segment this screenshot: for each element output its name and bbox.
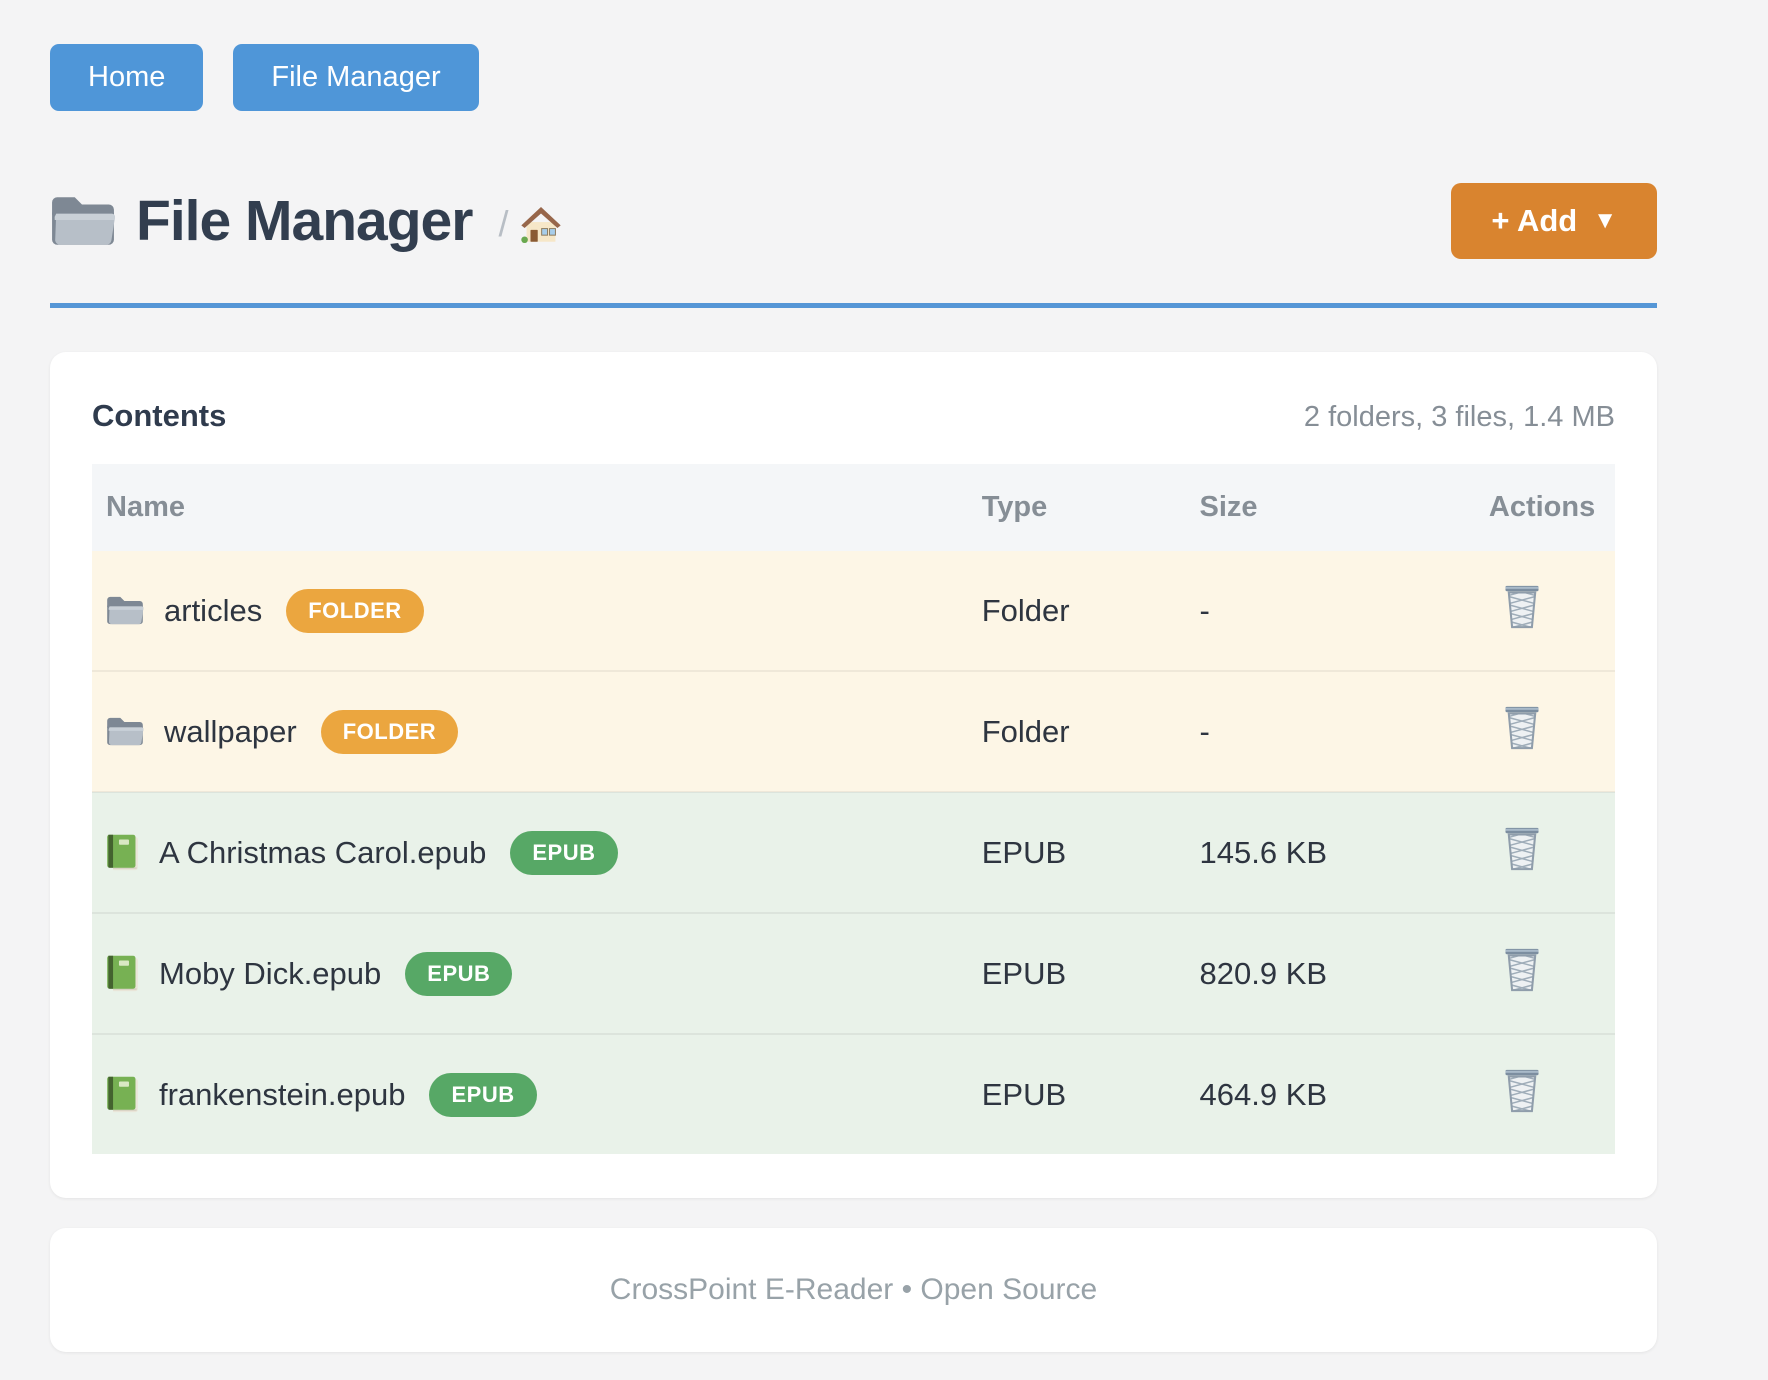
name-cell: wallpaper FOLDER bbox=[92, 670, 968, 792]
delete-button[interactable] bbox=[1503, 705, 1541, 750]
book-icon bbox=[106, 834, 139, 872]
title-group: File Manager / bbox=[50, 188, 562, 254]
footer-card: CrossPoint E-Reader • Open Source bbox=[50, 1228, 1657, 1352]
name-cell-content: A Christmas Carol.epub EPUB bbox=[106, 830, 954, 875]
folder-icon bbox=[50, 192, 116, 250]
file-table-body: articles FOLDER Folder - wallpaper FOLDER Fold… bbox=[92, 551, 1615, 1154]
delete-button[interactable] bbox=[1503, 826, 1541, 871]
actions-cell bbox=[1474, 912, 1615, 1034]
delete-button[interactable] bbox=[1503, 947, 1541, 992]
file-row: articles FOLDER Folder - bbox=[92, 551, 1615, 671]
size-cell: - bbox=[1185, 551, 1475, 671]
size-cell: 464.9 KB bbox=[1185, 1033, 1475, 1154]
house-icon[interactable] bbox=[520, 204, 562, 244]
type-badge: FOLDER bbox=[286, 588, 424, 633]
chevron-down-icon: ▼ bbox=[1593, 207, 1617, 234]
actions-cell bbox=[1474, 670, 1615, 792]
name-cell-content: frankenstein.epub EPUB bbox=[106, 1072, 954, 1117]
file-name-link[interactable]: frankenstein.epub bbox=[159, 1076, 406, 1112]
name-cell-content: Moby Dick.epub EPUB bbox=[106, 951, 954, 996]
delete-button[interactable] bbox=[1503, 584, 1541, 629]
col-header-size: Size bbox=[1185, 464, 1475, 551]
contents-summary: 2 folders, 3 files, 1.4 MB bbox=[1303, 401, 1615, 433]
page-title: File Manager bbox=[136, 189, 473, 253]
type-badge: EPUB bbox=[510, 830, 618, 875]
name-cell-content: articles FOLDER bbox=[106, 588, 954, 633]
size-cell: 820.9 KB bbox=[1185, 912, 1475, 1034]
file-row: A Christmas Carol.epub EPUB EPUB 145.6 KB bbox=[92, 791, 1615, 913]
contents-heading: Contents bbox=[92, 398, 227, 433]
folder-icon bbox=[106, 715, 144, 748]
actions-cell bbox=[1474, 551, 1615, 671]
delete-button[interactable] bbox=[1503, 1068, 1541, 1113]
type-cell: EPUB bbox=[967, 1033, 1186, 1154]
file-row: wallpaper FOLDER Folder - bbox=[92, 670, 1615, 792]
top-nav: Home File Manager bbox=[50, 44, 1657, 111]
contents-card: Contents 2 folders, 3 files, 1.4 MB Name… bbox=[50, 352, 1657, 1198]
book-icon bbox=[106, 1076, 139, 1114]
size-cell: 145.6 KB bbox=[1185, 791, 1475, 913]
name-cell: frankenstein.epub EPUB bbox=[92, 1033, 968, 1154]
trash-icon bbox=[1503, 705, 1541, 750]
actions-cell bbox=[1474, 791, 1615, 913]
type-cell: Folder bbox=[967, 551, 1186, 671]
folder-name-link[interactable]: wallpaper bbox=[164, 713, 297, 749]
name-cell: Moby Dick.epub EPUB bbox=[92, 912, 968, 1034]
trash-icon bbox=[1503, 584, 1541, 629]
add-button[interactable]: + Add ▼ bbox=[1451, 183, 1657, 259]
footer-text: CrossPoint E-Reader • Open Source bbox=[609, 1273, 1098, 1306]
trash-icon bbox=[1503, 826, 1541, 871]
table-header-row: Name Type Size Actions bbox=[92, 464, 1615, 551]
file-table: Name Type Size Actions articles FOLDER Fol… bbox=[92, 464, 1615, 1154]
breadcrumb-separator: / bbox=[498, 203, 509, 244]
folder-name-link[interactable]: articles bbox=[164, 592, 263, 628]
actions-cell bbox=[1474, 1033, 1615, 1154]
col-header-name: Name bbox=[92, 464, 968, 551]
trash-icon bbox=[1503, 947, 1541, 992]
col-header-type: Type bbox=[967, 464, 1186, 551]
type-cell: EPUB bbox=[967, 912, 1186, 1034]
type-cell: EPUB bbox=[967, 791, 1186, 913]
book-icon bbox=[106, 955, 139, 993]
file-name-link[interactable]: Moby Dick.epub bbox=[159, 955, 382, 991]
name-cell: A Christmas Carol.epub EPUB bbox=[92, 791, 968, 913]
page: Home File Manager File Manager / + Add ▼… bbox=[50, 44, 1657, 1352]
page-header: File Manager / + Add ▼ bbox=[50, 183, 1657, 259]
contents-card-header: Contents 2 folders, 3 files, 1.4 MB bbox=[92, 392, 1615, 434]
nav-file-manager-button[interactable]: File Manager bbox=[233, 44, 479, 111]
size-cell: - bbox=[1185, 670, 1475, 792]
add-button-label: + Add bbox=[1491, 203, 1578, 238]
name-cell: articles FOLDER bbox=[92, 551, 968, 671]
nav-home-button[interactable]: Home bbox=[50, 44, 204, 111]
file-row: Moby Dick.epub EPUB EPUB 820.9 KB bbox=[92, 912, 1615, 1034]
type-cell: Folder bbox=[967, 670, 1186, 792]
file-row: frankenstein.epub EPUB EPUB 464.9 KB bbox=[92, 1033, 1615, 1154]
type-badge: EPUB bbox=[405, 951, 513, 996]
name-cell-content: wallpaper FOLDER bbox=[106, 709, 954, 754]
type-badge: EPUB bbox=[429, 1072, 537, 1117]
col-header-actions: Actions bbox=[1474, 464, 1615, 551]
type-badge: FOLDER bbox=[320, 709, 459, 754]
file-name-link[interactable]: A Christmas Carol.epub bbox=[159, 834, 487, 870]
folder-icon bbox=[106, 594, 144, 627]
accent-rule bbox=[50, 303, 1657, 308]
trash-icon bbox=[1503, 1068, 1541, 1113]
